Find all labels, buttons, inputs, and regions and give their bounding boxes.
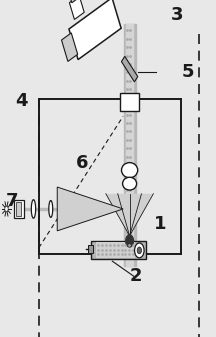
Circle shape [137,247,141,254]
Ellipse shape [49,201,53,217]
Bar [70,0,78,3]
Text: 3: 3 [171,6,183,24]
Bar [14,200,24,218]
Bar [91,241,146,259]
Bar [62,33,78,61]
Circle shape [5,206,8,212]
Bar [69,0,121,60]
Bar [96,242,135,258]
Text: 2: 2 [130,267,142,285]
Text: 7: 7 [6,191,18,210]
Bar [121,56,138,82]
Bar [69,0,84,20]
Text: 1: 1 [154,215,166,233]
Circle shape [126,235,133,247]
Ellipse shape [121,162,138,178]
Polygon shape [57,187,123,231]
Circle shape [135,243,144,258]
Ellipse shape [31,200,36,218]
Ellipse shape [123,177,137,190]
Bar [126,24,133,266]
Polygon shape [106,194,153,236]
Text: 4: 4 [15,92,28,110]
Bar [124,24,136,266]
Bar [16,202,21,216]
Text: 5: 5 [182,63,194,82]
Text: 6: 6 [76,154,88,173]
Bar [120,93,139,111]
Bar [88,245,93,253]
